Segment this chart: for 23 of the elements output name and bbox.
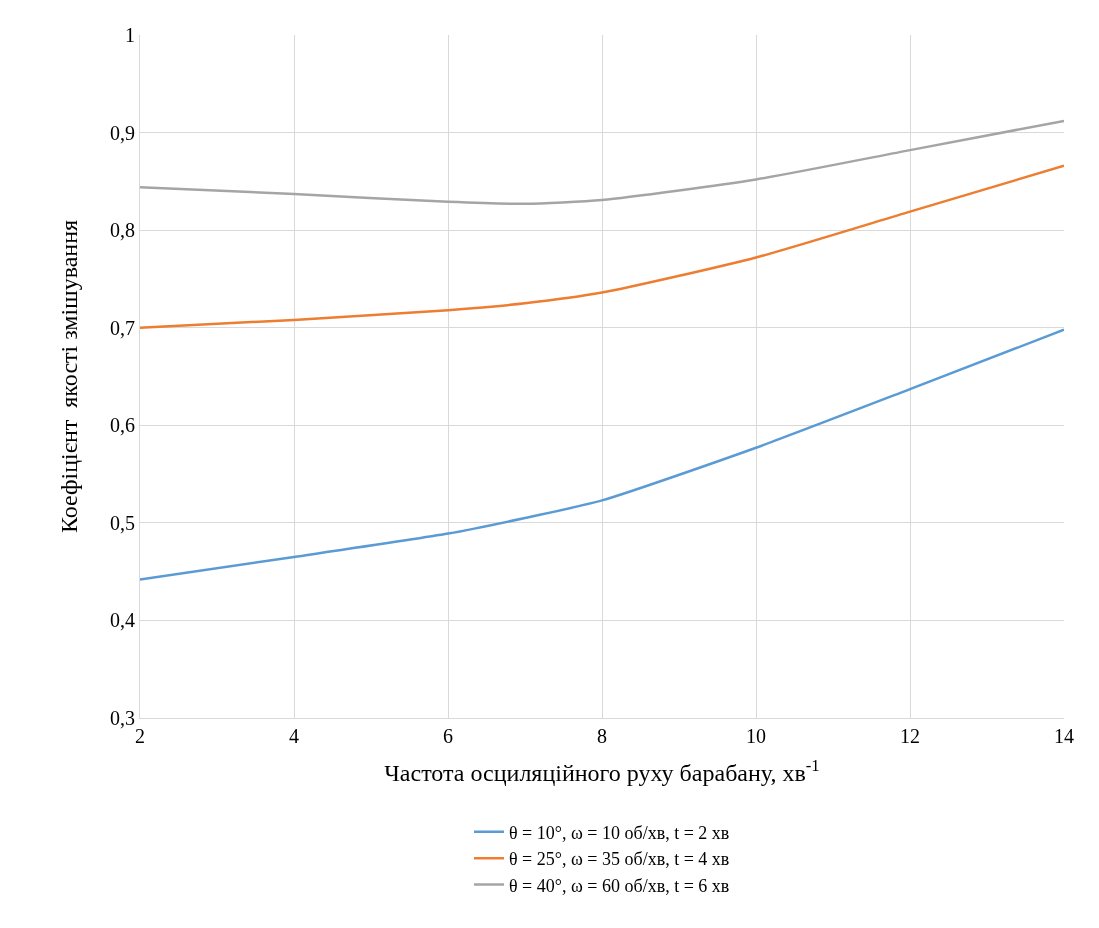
x-tick-label: 8: [597, 725, 607, 747]
y-tick-label: 0,8: [110, 219, 135, 242]
y-tick-label: 0,9: [110, 121, 135, 144]
x-axis-title: Частота осциляційного руху барабану, хв$^{-1}$: [384, 756, 820, 787]
x-tick-label: 10: [746, 725, 766, 747]
legend-label: θ = 10°, ω = 10 об/хв, t = 2 хв: [509, 822, 730, 843]
x-tick-label: 4: [289, 725, 299, 747]
legend-label: θ = 40°, ω = 60 об/хв, t = 6 хв: [509, 875, 730, 896]
y-tick-label: 0,7: [110, 316, 135, 339]
y-tick-label: 1: [125, 24, 135, 46]
line-series: [140, 328, 1064, 581]
y-tick-label: 0,5: [110, 511, 135, 534]
line-series: [140, 119, 1064, 206]
x-tick-label: 6: [443, 725, 453, 747]
y-tick-label: 0,3: [110, 707, 135, 729]
y-tick-label: 0,6: [110, 414, 135, 437]
y-tick-label: 0,4: [110, 609, 135, 632]
y-axis-title: Коефіцієнт якості змішування: [56, 219, 83, 534]
x-tick-label: 14: [1054, 725, 1074, 747]
x-tick-label: 2: [135, 725, 145, 747]
x-tick-label: 12: [900, 725, 920, 747]
line-series: [140, 164, 1064, 329]
legend-label: θ = 25°, ω = 35 об/хв, t = 4 хв: [509, 849, 730, 870]
